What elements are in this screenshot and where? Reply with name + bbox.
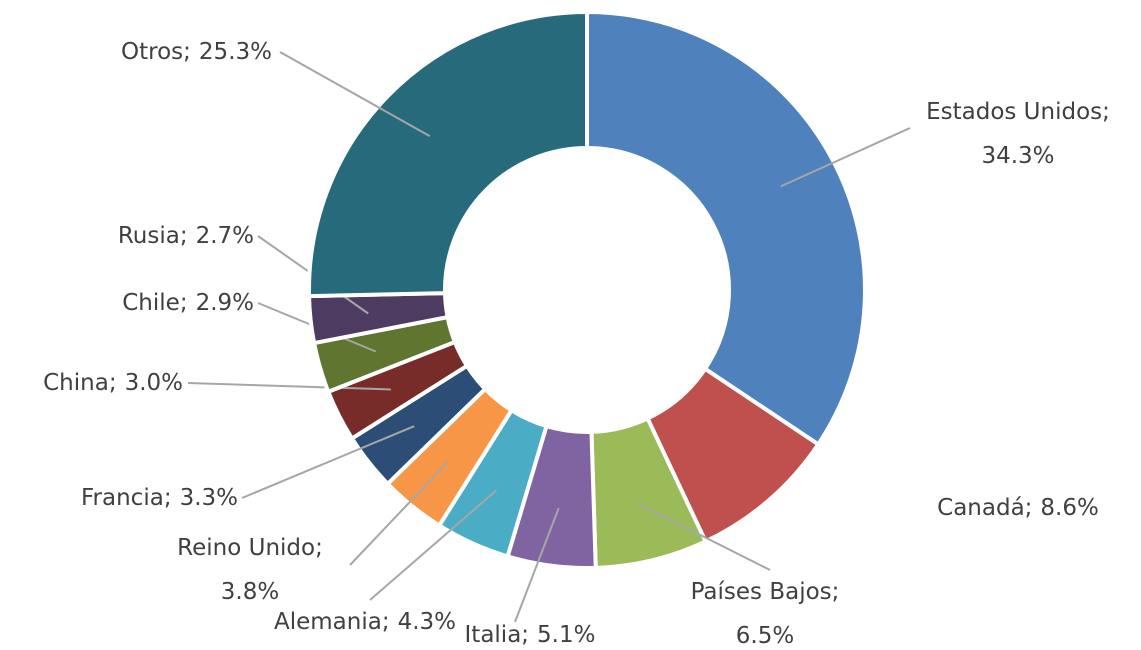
value-label: 34.3% (981, 143, 1054, 169)
leader-line (514, 507, 560, 623)
category-label: China (43, 370, 109, 396)
label-separator: ; (832, 579, 840, 605)
data-label: Otros; 25.3% (121, 39, 272, 65)
label-separator: ; (180, 223, 188, 249)
data-label: Canadá; 8.6% (937, 495, 1099, 521)
value-label: 5.1% (537, 622, 595, 648)
label-separator: ; (183, 39, 191, 65)
label-separator: ; (109, 370, 117, 396)
leader-line (780, 127, 911, 188)
leader-line (187, 382, 391, 391)
value-label: 25.3% (199, 39, 272, 65)
value-label: 4.3% (398, 609, 456, 635)
leader-line (638, 503, 771, 571)
category-label: Rusia (118, 223, 180, 249)
leader-line (279, 51, 431, 138)
value-label: 3.0% (125, 370, 183, 396)
category-label: Francia (81, 485, 164, 511)
data-label: Chile; 2.9% (122, 290, 254, 316)
donut-slice (585, 9, 867, 448)
value-label: 6.5% (736, 623, 794, 649)
data-label: Italia; 5.1% (465, 622, 596, 648)
leader-line (369, 489, 497, 601)
label-separator: ; (1025, 495, 1033, 521)
category-label: Alemania (274, 609, 382, 635)
label-separator: ; (164, 485, 172, 511)
data-label: Francia; 3.3% (81, 485, 238, 511)
category-label: Estados Unidos (926, 99, 1102, 125)
data-label: China; 3.0% (43, 370, 183, 396)
category-label: Países Bajos (691, 579, 832, 605)
donut-slice (307, 9, 589, 299)
label-separator: ; (180, 290, 188, 316)
label-separator: ; (521, 622, 529, 648)
leader-line (241, 425, 415, 499)
value-label: 3.8% (221, 579, 279, 605)
data-label: Reino Unido; 3.8% (177, 535, 323, 605)
value-label: 8.6% (1040, 495, 1098, 521)
category-label: Otros (121, 39, 183, 65)
value-label: 3.3% (180, 485, 238, 511)
label-separator: ; (382, 609, 390, 635)
category-label: Chile (122, 290, 180, 316)
data-label: Estados Unidos; 34.3% (926, 99, 1110, 169)
category-label: Italia (465, 622, 522, 648)
label-separator: ; (1102, 99, 1110, 125)
data-label: Alemania; 4.3% (274, 609, 456, 635)
data-label: Rusia; 2.7% (118, 223, 254, 249)
value-label: 2.9% (196, 290, 254, 316)
value-label: 2.7% (196, 223, 254, 249)
category-label: Canadá (937, 495, 1025, 521)
category-label: Reino Unido (177, 535, 315, 561)
data-label: Países Bajos; 6.5% (691, 579, 840, 649)
label-separator: ; (315, 535, 323, 561)
leader-line (349, 460, 450, 566)
